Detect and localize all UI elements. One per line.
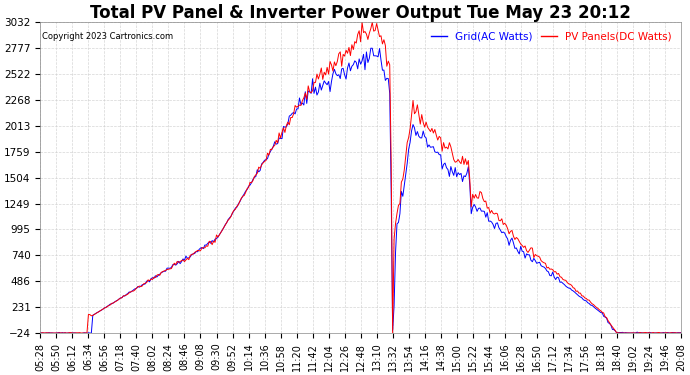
PV Panels(DC Watts) — [358, 20, 366, 25]
Line: Grid(AC Watts): Grid(AC Watts) — [41, 48, 681, 333]
Grid(AC Watts) — [77, 331, 86, 336]
PV Panels(DC Watts) — [556, 274, 564, 279]
PV Panels(DC Watts) — [336, 50, 344, 54]
PV Panels(DC Watts) — [638, 331, 646, 335]
Text: Copyright 2023 Cartronics.com: Copyright 2023 Cartronics.com — [41, 32, 172, 40]
Title: Total PV Panel & Inverter Power Output Tue May 23 20:12: Total PV Panel & Inverter Power Output T… — [90, 4, 631, 22]
PV Panels(DC Watts) — [605, 320, 613, 325]
Grid(AC Watts) — [639, 331, 647, 335]
Grid(AC Watts) — [172, 263, 180, 267]
Legend: Grid(AC Watts), PV Panels(DC Watts): Grid(AC Watts), PV Panels(DC Watts) — [427, 27, 676, 46]
Grid(AC Watts) — [677, 330, 685, 335]
Grid(AC Watts) — [607, 323, 615, 327]
Line: PV Panels(DC Watts): PV Panels(DC Watts) — [41, 22, 681, 333]
Grid(AC Watts) — [37, 331, 45, 336]
PV Panels(DC Watts) — [170, 261, 179, 266]
PV Panels(DC Watts) — [37, 331, 45, 335]
Grid(AC Watts) — [337, 67, 346, 71]
Grid(AC Watts) — [497, 231, 506, 235]
PV Panels(DC Watts) — [496, 219, 504, 223]
Grid(AC Watts) — [558, 280, 566, 284]
PV Panels(DC Watts) — [677, 331, 685, 335]
Grid(AC Watts) — [366, 46, 375, 51]
